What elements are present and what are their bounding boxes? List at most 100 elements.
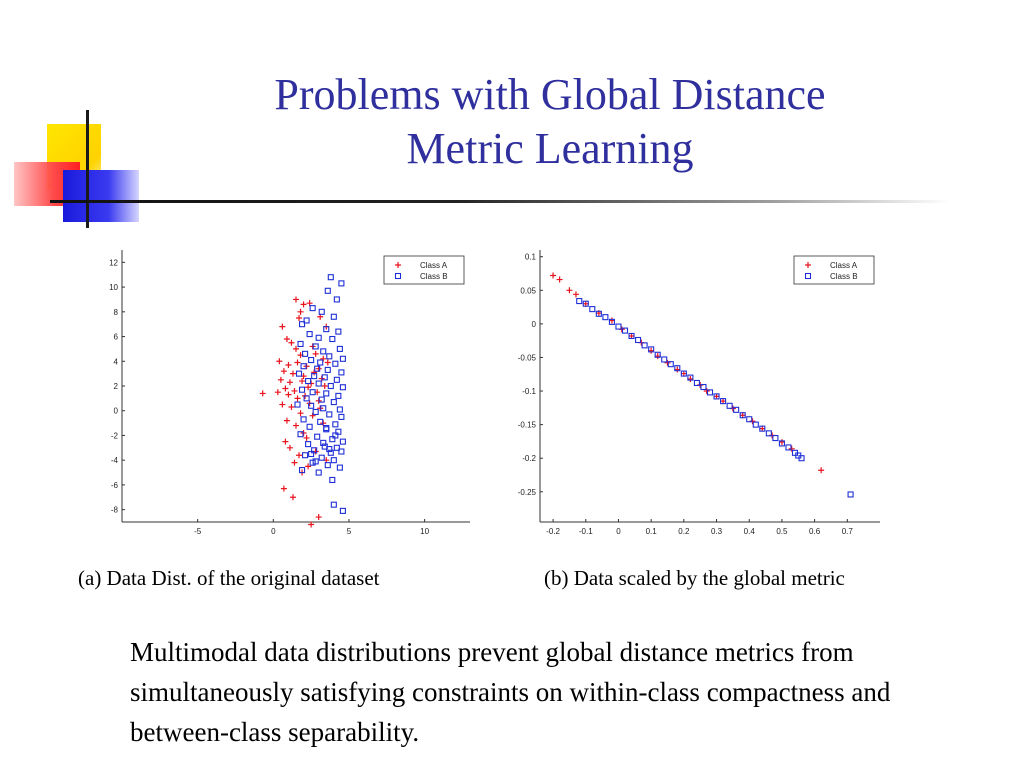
point-class-a — [818, 467, 825, 474]
point-class-a — [638, 339, 645, 346]
point-class-b — [323, 424, 330, 432]
point-class-a — [315, 514, 322, 521]
x-tick-label: -0.2 — [546, 527, 560, 536]
point-class-b — [674, 365, 681, 372]
point-class-a — [320, 355, 327, 362]
point-class-b — [615, 323, 622, 330]
decor-blue-square — [63, 170, 139, 222]
point-class-a — [582, 300, 589, 307]
point-class-b — [338, 280, 345, 287]
point-class-a — [280, 368, 287, 375]
point-class-a — [286, 444, 293, 451]
point-class-a — [291, 387, 298, 394]
y-tick-label: -0.05 — [518, 353, 537, 362]
legend-box — [793, 255, 875, 285]
point-class-a — [654, 353, 661, 360]
point-class-a — [285, 391, 292, 398]
point-class-a — [312, 350, 319, 357]
point-class-a — [729, 405, 736, 412]
point-class-b — [798, 455, 805, 462]
point-class-b — [315, 380, 322, 387]
y-tick-label: 6 — [114, 333, 119, 342]
point-class-b — [312, 458, 319, 465]
point-class-b — [720, 398, 727, 405]
point-class-a — [300, 429, 307, 436]
point-class-b — [306, 423, 313, 430]
point-class-b — [326, 411, 333, 418]
point-class-b — [305, 441, 312, 448]
y-tick-label: -2 — [111, 431, 119, 440]
x-tick-label: 0.6 — [809, 527, 821, 536]
point-class-b — [332, 432, 339, 439]
point-class-b — [338, 369, 345, 376]
point-class-b — [318, 454, 325, 461]
point-class-b — [309, 459, 316, 466]
point-class-b — [312, 343, 319, 350]
caption-a: (a) Data Dist. of the original dataset — [78, 566, 380, 590]
point-class-b — [693, 379, 700, 387]
point-class-b — [323, 326, 330, 333]
point-class-a — [323, 323, 330, 330]
point-class-b — [308, 402, 315, 409]
point-class-b — [333, 296, 340, 303]
point-class-b — [324, 287, 331, 294]
point-class-a — [664, 359, 671, 366]
point-class-b — [332, 421, 339, 428]
x-tick-label: -5 — [194, 527, 202, 536]
point-class-b — [785, 444, 792, 451]
point-class-b — [339, 384, 346, 391]
point-class-a — [566, 287, 573, 294]
point-class-a — [572, 291, 579, 298]
point-class-b — [772, 434, 779, 442]
point-class-b — [765, 430, 772, 437]
point-class-b — [320, 348, 327, 355]
point-class-a — [595, 310, 602, 317]
point-class-a — [317, 405, 324, 412]
point-class-b — [314, 365, 321, 372]
y-tick-label: -0.2 — [522, 454, 536, 463]
point-class-b — [312, 408, 319, 416]
slide-title-line-1: Problems with Global Distance — [274, 70, 826, 119]
y-tick-label: 0 — [114, 407, 119, 416]
point-class-a — [305, 463, 312, 470]
y-tick-label: -6 — [111, 481, 119, 490]
point-class-b — [323, 426, 330, 433]
x-tick-label: -0.1 — [579, 527, 593, 536]
point-class-a — [294, 395, 301, 402]
point-class-a — [713, 393, 720, 400]
point-class-b — [299, 386, 306, 393]
point-class-b — [335, 428, 342, 435]
point-class-b — [791, 449, 799, 456]
point-class-a — [288, 339, 295, 346]
point-class-b — [621, 327, 629, 334]
point-class-a — [303, 363, 310, 370]
point-class-b — [635, 336, 642, 344]
point-class-a — [608, 317, 615, 324]
point-class-b — [329, 335, 336, 343]
point-class-a — [315, 365, 322, 372]
point-class-b — [330, 501, 337, 508]
point-class-a — [318, 375, 325, 382]
point-class-a — [285, 361, 292, 368]
point-class-b — [336, 345, 343, 352]
point-class-a — [550, 272, 557, 279]
point-class-a — [680, 370, 687, 377]
point-class-a — [282, 438, 289, 445]
point-class-a — [628, 332, 635, 339]
point-class-b — [339, 507, 346, 514]
point-class-a — [289, 370, 296, 377]
y-tick-label: 10 — [109, 283, 118, 292]
point-class-a — [323, 457, 330, 464]
point-class-b — [326, 446, 333, 453]
y-tick-label: 0.05 — [520, 286, 536, 295]
point-class-a — [296, 452, 303, 459]
point-class-b — [300, 363, 307, 370]
legend-marker-class-b — [394, 272, 402, 280]
y-tick-label: -8 — [111, 506, 119, 515]
point-class-b — [302, 452, 309, 459]
point-class-b — [321, 374, 328, 381]
point-class-a — [279, 401, 286, 408]
point-class-b — [338, 413, 345, 420]
point-class-b — [667, 361, 674, 368]
point-class-a — [303, 434, 310, 441]
